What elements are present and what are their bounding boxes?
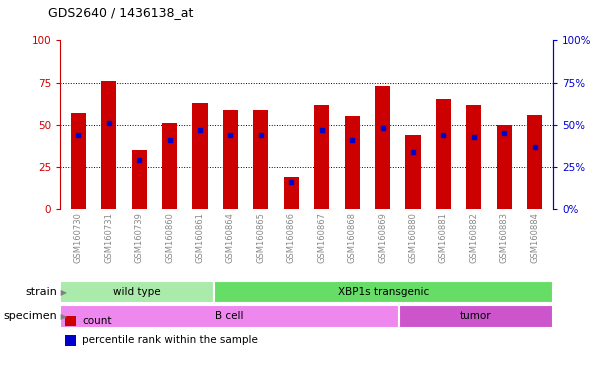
Text: wild type: wild type — [114, 287, 161, 297]
Text: percentile rank within the sample: percentile rank within the sample — [82, 336, 258, 346]
Text: strain: strain — [25, 287, 57, 297]
Bar — [60, 305, 399, 328]
Text: B cell: B cell — [215, 311, 244, 321]
Text: ▶: ▶ — [58, 288, 67, 297]
Bar — [314, 104, 329, 209]
Text: GDS2640 / 1436138_at: GDS2640 / 1436138_at — [48, 6, 194, 19]
Bar — [406, 135, 421, 209]
Bar — [223, 109, 238, 209]
Text: count: count — [82, 316, 112, 326]
Bar — [375, 86, 390, 209]
Bar — [162, 123, 177, 209]
Bar — [60, 281, 214, 303]
Bar — [71, 113, 86, 209]
Bar — [496, 125, 512, 209]
Bar — [214, 281, 553, 303]
Text: XBP1s transgenic: XBP1s transgenic — [338, 287, 429, 297]
Bar — [132, 150, 147, 209]
Bar — [284, 177, 299, 209]
Bar — [101, 81, 117, 209]
Text: tumor: tumor — [460, 311, 492, 321]
Text: ▶: ▶ — [58, 312, 67, 321]
Bar — [253, 109, 269, 209]
Text: specimen: specimen — [4, 311, 57, 321]
Bar — [399, 305, 553, 328]
Bar — [527, 115, 542, 209]
Bar — [65, 335, 76, 346]
Bar — [192, 103, 207, 209]
Bar — [436, 99, 451, 209]
Bar — [466, 104, 481, 209]
Bar — [65, 316, 76, 326]
Bar — [344, 116, 360, 209]
